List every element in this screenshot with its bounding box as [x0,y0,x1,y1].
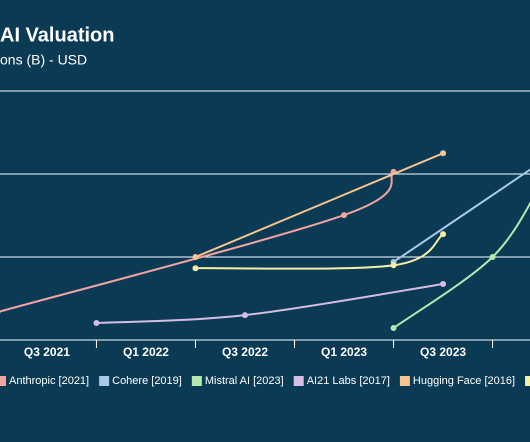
legend-swatch [399,376,410,386]
point [192,265,199,272]
legend-label: Cohere [2019] [112,375,182,387]
point [440,150,447,157]
x-tick-label: Q1 2023 [321,345,367,359]
series-line [96,282,444,324]
point [390,324,397,331]
x-tick-label: Q1 2022 [123,345,169,359]
legend-swatch [293,376,304,386]
point [93,319,100,326]
chart-title: AI Valuation [0,24,114,46]
legend-swatch [0,376,6,386]
x-tick-label: Q3 2022 [222,345,268,359]
chart-subtitle: ons (B) - USD [0,52,87,68]
legend-swatch [525,376,530,386]
x-tick-label: Q3 2021 [24,345,70,359]
point [241,312,248,319]
point [440,280,447,287]
legend-label: Hugging Face [2016] [413,375,515,387]
legend-label: Mistral AI [2023] [205,375,284,387]
point [192,254,199,260]
point [489,254,496,260]
x-tick-label: Q3 2023 [420,345,466,359]
point [341,212,348,219]
legend-swatch [191,376,202,386]
series-line [392,201,530,329]
legend-swatch [99,376,110,386]
legend-label: AI21 Labs [2017] [307,375,390,387]
legend-label: Anthropic [2021] [9,375,89,387]
series-line [195,233,444,270]
point [390,262,397,269]
series-line [195,152,444,258]
point [440,231,447,238]
series-line [392,168,530,263]
series-line [0,171,395,313]
